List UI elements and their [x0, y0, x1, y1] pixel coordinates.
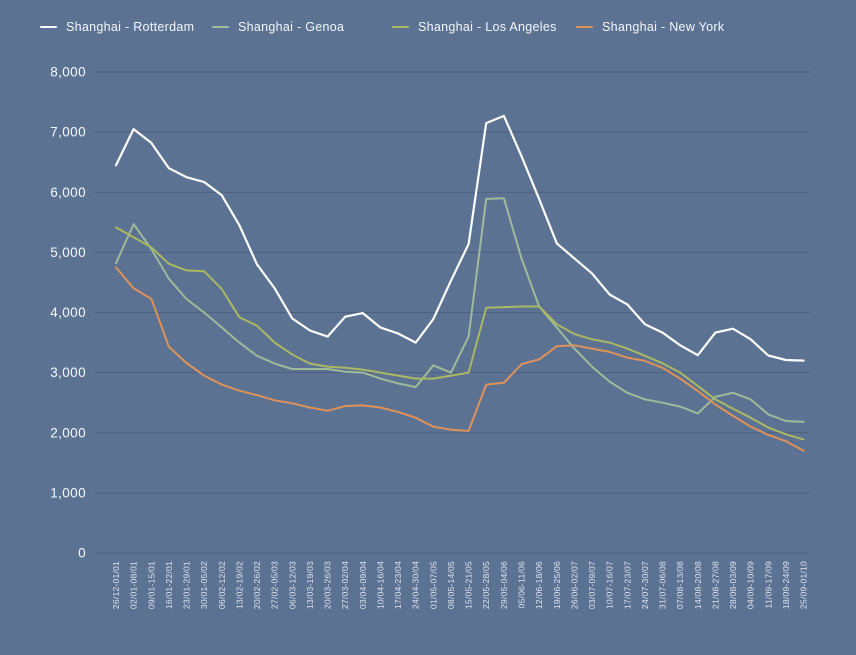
x-axis-tick-label: 05/06-11/06 — [516, 561, 526, 608]
chart-legend: Shanghai - Rotterdam Shanghai - Genoa Sh… — [0, 0, 856, 44]
x-axis-tick-label: 25/09-01/10 — [799, 561, 809, 609]
x-axis-tick-label: 07/08-13/08 — [675, 561, 685, 609]
x-axis-tick-label: 26/06-02/07 — [569, 561, 579, 609]
y-axis-tick-label: 1,000 — [50, 485, 86, 500]
legend-dash-icon — [576, 26, 593, 28]
legend-dash-icon — [392, 26, 409, 28]
legend-dash-icon — [40, 26, 57, 28]
x-axis-tick-label: 02/01-08/01 — [129, 561, 139, 609]
x-axis-tick-label: 09/01-15/01 — [146, 561, 156, 609]
x-axis-tick-label: 23/01-29/01 — [182, 561, 192, 609]
y-axis-tick-label: 5,000 — [50, 245, 86, 260]
legend-item-shanghai-los-angeles[interactable]: Shanghai - Los Angeles — [392, 20, 557, 34]
y-axis-tick-label: 7,000 — [50, 125, 86, 140]
x-axis-tick-label: 18/09-24/09 — [781, 561, 791, 609]
legend-label: Shanghai - Rotterdam — [66, 20, 195, 34]
x-axis-tick-label: 11/09-17/09 — [763, 561, 773, 608]
x-axis-tick-label: 12/06-18/06 — [534, 561, 544, 609]
x-axis-tick-label: 17/04-23/04 — [393, 561, 403, 609]
x-axis-tick-label: 08/05-14/05 — [446, 561, 456, 609]
x-axis-tick-label: 10/04-16/04 — [375, 561, 385, 609]
series-line-shanghai-new-york — [115, 266, 805, 452]
x-axis-tick-label: 21/08-27/08 — [710, 561, 720, 609]
legend-label: Shanghai - Los Angeles — [418, 20, 557, 34]
x-axis-tick-label: 29/05-04/06 — [499, 561, 509, 609]
x-axis-tick-label: 30/01-05/02 — [199, 561, 209, 609]
x-axis-tick-label: 13/02-19/02 — [234, 561, 244, 609]
x-axis-tick-label: 04/09-10/09 — [746, 561, 756, 609]
x-axis-tick-label: 22/05-28/05 — [481, 561, 491, 609]
legend-item-shanghai-new-york[interactable]: Shanghai - New York — [576, 20, 724, 34]
series-line-shanghai-rotterdam — [114, 114, 805, 362]
x-axis-tick-label: 26/12-01/01 — [111, 561, 121, 609]
x-axis-tick-label: 15/05-21/05 — [464, 561, 474, 609]
y-axis-tick-label: 8,000 — [50, 65, 86, 80]
x-axis-tick-label: 27/03-02/04 — [340, 561, 350, 609]
x-axis-tick-label: 13/03-19/03 — [305, 561, 315, 609]
x-axis-tick-label: 03/07-09/07 — [587, 561, 597, 609]
x-axis-tick-label: 31/07-06/08 — [658, 561, 668, 609]
x-axis-tick-label: 03/04-09/04 — [358, 561, 368, 609]
x-axis-tick-label: 28/08-03/09 — [728, 561, 738, 609]
x-axis-tick-label: 20/03-26/03 — [323, 561, 333, 609]
legend-dash-icon — [212, 26, 229, 28]
x-axis-tick-label: 14/08-20/08 — [693, 561, 703, 609]
legend-item-shanghai-rotterdam[interactable]: Shanghai - Rotterdam — [40, 20, 194, 34]
x-axis-tick-label: 27/02-05/03 — [270, 561, 280, 609]
x-axis-tick-label: 06/02-12/02 — [217, 561, 227, 609]
x-axis-tick-label: 24/07-30/07 — [640, 561, 650, 609]
y-axis-tick-label: 3,000 — [50, 365, 86, 380]
legend-label: Shanghai - New York — [602, 20, 725, 34]
series-line-shanghai-los-angeles — [115, 226, 805, 441]
x-axis-tick-label: 01/05-07/05 — [428, 561, 438, 609]
y-axis-tick-label: 2,000 — [50, 425, 86, 440]
x-axis-tick-label: 10/07-16/07 — [605, 561, 615, 609]
x-axis-tick-label: 24/04-30/04 — [411, 561, 421, 609]
x-axis-tick-label: 16/01-22/01 — [164, 561, 174, 609]
y-axis-tick-label: 6,000 — [50, 185, 86, 200]
x-axis-tick-label: 06/03-12/03 — [287, 561, 297, 609]
x-axis-tick-label: 20/02-26/02 — [252, 561, 262, 609]
y-axis-tick-label: 0 — [78, 546, 86, 561]
series-line-shanghai-genoa — [115, 197, 805, 423]
legend-label: Shanghai - Genoa — [238, 20, 345, 34]
y-axis-tick-label: 4,000 — [50, 305, 86, 320]
x-axis-tick-label: 17/07-23/07 — [622, 561, 632, 609]
legend-item-shanghai-genoa[interactable]: Shanghai - Genoa — [212, 20, 344, 34]
x-axis-tick-label: 19/06-25/06 — [552, 561, 562, 609]
